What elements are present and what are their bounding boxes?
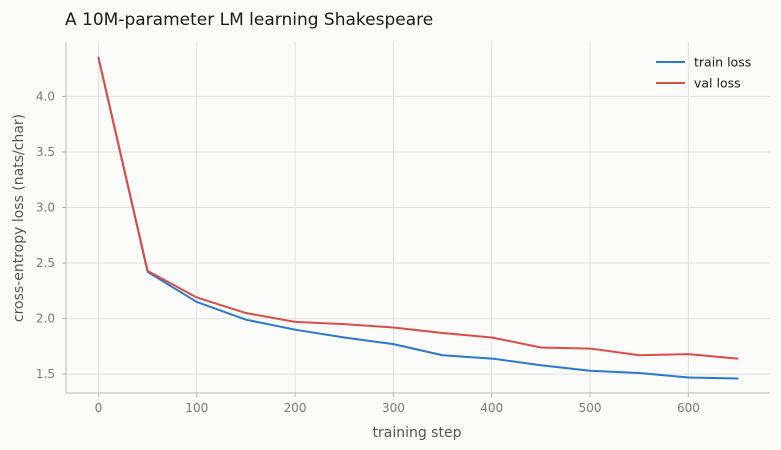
y-tick-label: 4.0 — [36, 89, 55, 103]
x-axis-label: training step — [373, 425, 462, 441]
chart-title: A 10M-parameter LM learning Shakespeare — [65, 10, 433, 30]
y-tick-label: 2.0 — [36, 312, 55, 326]
y-tick-label: 2.5 — [36, 256, 55, 270]
x-tick-label: 500 — [579, 401, 602, 415]
x-tick-label: 200 — [284, 401, 307, 415]
legend-label: train loss — [694, 55, 751, 70]
grid — [66, 42, 770, 393]
series-line-val-loss — [97, 56, 739, 360]
x-tick-label: 100 — [185, 401, 208, 415]
x-tick-label: 600 — [677, 401, 700, 415]
axes — [62, 42, 770, 397]
legend: train loss val loss — [656, 55, 751, 91]
y-tick-label: 3.5 — [36, 145, 55, 159]
y-axis-label: cross-entropy loss (nats/char) — [11, 114, 27, 322]
y-tick-label: 1.5 — [36, 367, 55, 381]
x-tick-label: 300 — [382, 401, 405, 415]
x-tick-label: 0 — [95, 401, 103, 415]
series-lines — [97, 56, 739, 380]
legend-label: val loss — [694, 76, 741, 91]
series-line-train-loss — [97, 56, 739, 380]
tick-labels: 0 100 200 300 400 500 600 1.5 2.0 2.5 3.0 3.5 4.0 — [36, 89, 700, 415]
x-tick-label: 400 — [480, 401, 503, 415]
y-tick-label: 3.0 — [36, 201, 55, 215]
